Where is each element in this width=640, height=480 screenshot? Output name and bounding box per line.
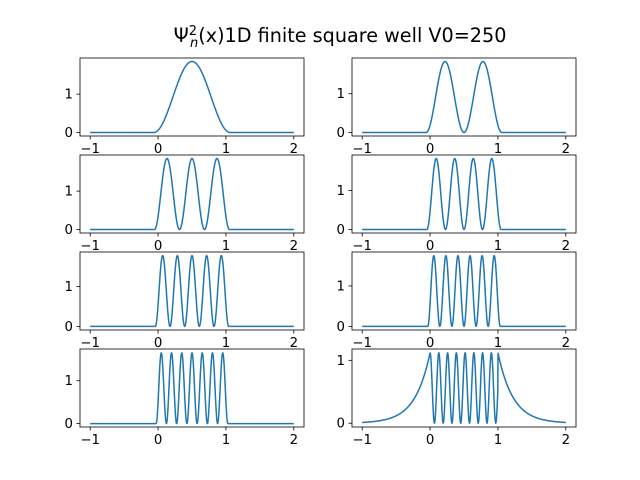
y-tick-label: 1: [337, 184, 345, 199]
x-tick-label: −1: [80, 239, 100, 254]
series-line-n3: [89, 157, 295, 231]
y-tick-label: 0: [337, 320, 345, 335]
x-tick-label: 2: [562, 142, 570, 157]
x-tick-label: 1: [494, 142, 502, 157]
y-tick-label: 0: [337, 126, 345, 141]
axes-frame-2: [351, 57, 577, 137]
y-tick-label: 1: [337, 354, 345, 369]
x-tick-label: 1: [222, 239, 230, 254]
x-tick-label: 0: [426, 239, 434, 254]
x-tick-label: 1: [494, 433, 502, 448]
x-tick-label: −1: [80, 142, 100, 157]
x-tick-label: 2: [562, 239, 570, 254]
subplot-panel-2: 0 1 −1 0 1 2: [337, 57, 577, 157]
axes-frame-3: [79, 154, 305, 234]
y-tick-label: 0: [337, 223, 345, 238]
x-tick-label: 2: [562, 336, 570, 351]
subplot-panel-8: 0 1 −1 0 1 2: [337, 348, 577, 448]
x-tick-label: 0: [154, 433, 162, 448]
axes-frame-8: [351, 348, 577, 428]
x-tick-label: 0: [426, 142, 434, 157]
x-tick-label: 1: [222, 336, 230, 351]
x-tick-label: 2: [290, 239, 298, 254]
title-subscript: n: [190, 36, 198, 51]
series-line-n2: [361, 60, 567, 134]
y-tick-label: 1: [337, 87, 345, 102]
axes-frame-6: [351, 251, 577, 331]
axes-frame-4: [351, 154, 577, 234]
x-tick-label: 2: [562, 433, 570, 448]
y-tick-label: 0: [65, 126, 73, 141]
subplot-panel-7: 0 1 −1 0 1 2: [65, 348, 305, 448]
x-tick-label: 1: [222, 142, 230, 157]
subplot-panel-4: 0 1 −1 0 1 2: [337, 154, 577, 254]
x-tick-label: 0: [154, 336, 162, 351]
series-line-n6: [361, 254, 567, 328]
axes-frame-5: [79, 251, 305, 331]
x-tick-label: −1: [80, 336, 100, 351]
series-line-n4: [361, 157, 567, 231]
title-superscript: 2: [189, 24, 197, 39]
y-tick-label: 1: [65, 88, 73, 103]
y-tick-label: 0: [65, 223, 73, 238]
x-tick-label: −1: [352, 336, 372, 351]
x-tick-label: −1: [80, 433, 100, 448]
x-tick-label: 2: [290, 336, 298, 351]
x-tick-label: 0: [154, 142, 162, 157]
subplot-panel-3: 0 1 −1 0 1 2: [65, 154, 305, 254]
x-tick-label: 0: [154, 239, 162, 254]
y-tick-label: 1: [65, 280, 73, 295]
y-tick-label: 0: [337, 417, 345, 432]
x-tick-label: 1: [222, 433, 230, 448]
series-line-n1: [89, 60, 295, 134]
title-suffix: (x)1D finite square well V0=250: [198, 24, 506, 47]
y-tick-label: 1: [65, 374, 73, 389]
subplot-panel-5: 0 1 −1 0 1 2: [65, 251, 305, 351]
x-tick-label: −1: [352, 433, 372, 448]
x-tick-label: 1: [494, 336, 502, 351]
y-tick-label: 1: [65, 185, 73, 200]
series-line-n7: [89, 352, 295, 425]
x-tick-label: 1: [494, 239, 502, 254]
y-tick-label: 0: [65, 417, 73, 432]
chart-title: Ψ2 n(x)1D finite square well V0=250: [174, 24, 507, 51]
y-tick-label: 1: [337, 279, 345, 294]
series-line-n5: [89, 254, 295, 328]
title-psi: Ψ: [174, 24, 189, 47]
subplot-grid: 01−1 0 1 201−1 0 1 201−1 0 1 201−1 0 1 201−1 0 1 201−1 0…: [65, 57, 577, 448]
x-tick-label: 2: [290, 433, 298, 448]
x-tick-label: 0: [426, 336, 434, 351]
y-tick-label: 0: [65, 320, 73, 335]
x-tick-label: −1: [352, 142, 372, 157]
axes-frame-1: [79, 57, 305, 137]
subplot-panel-6: 0 1 −1 0 1 2: [337, 251, 577, 351]
subplot-panel-1: 0 1 −1 0 1 2: [65, 57, 305, 157]
x-tick-label: 0: [426, 433, 434, 448]
series-line-n8: [361, 352, 567, 424]
axes-frame-7: [79, 348, 305, 428]
x-tick-label: 2: [290, 142, 298, 157]
x-tick-label: −1: [352, 239, 372, 254]
